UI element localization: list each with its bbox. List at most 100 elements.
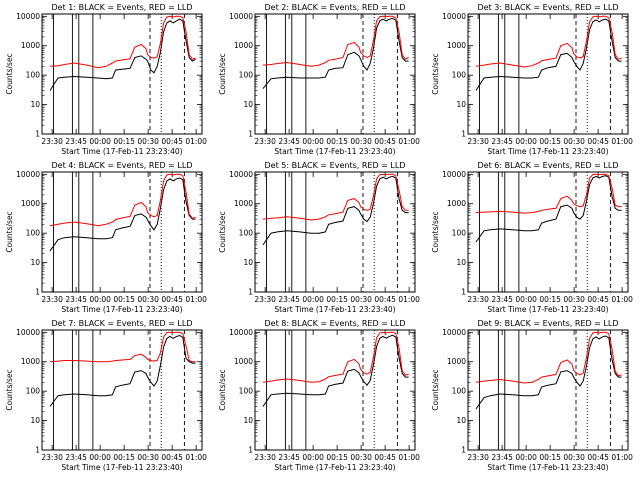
x-tick-label: 00:15 [113,453,135,462]
x-tick-label: 23:30 [254,453,276,462]
chart-title: Det 1: BLACK = Events, RED = LLD [52,3,193,12]
y-tick-label: 10000 [16,328,40,337]
x-tick-label: 01:00 [398,137,420,146]
x-tick-label: 00:45 [374,295,396,304]
x-tick-label: 00:30 [350,295,372,304]
events-series-line [262,175,409,246]
x-tick-label: 23:30 [41,137,63,146]
chart-panel: Det 6: BLACK = Events, RED = LLD Start Ti… [431,161,633,314]
events-series-line [475,175,622,243]
y-tick-label: 1000 [447,41,466,50]
x-tick-label: 00:15 [539,453,561,462]
chart-panel: Det 4: BLACK = Events, RED = LLD Start Ti… [5,161,207,314]
x-tick-label: 23:30 [467,295,489,304]
lld-series-line [262,15,409,67]
events-series-line [262,17,409,89]
y-tick-label: 10 [456,100,466,109]
y-tick-label: 1 [35,446,40,455]
chart-panel: Det 3: BLACK = Events, RED = LLD Start Ti… [431,3,633,156]
y-tick-label: 1000 [21,199,40,208]
x-tick-label: 00:00 [515,453,537,462]
x-tick-label: 23:45 [491,295,513,304]
x-axis-label: Start Time (17-Feb-11 23:23:40) [487,147,608,156]
y-tick-label: 10 [30,258,40,267]
x-tick-label: 00:00 [302,295,324,304]
y-tick-label: 1 [461,446,466,455]
y-tick-label: 1 [461,130,466,139]
x-tick-label: 00:00 [302,453,324,462]
y-tick-label: 10000 [229,12,253,21]
lld-series-line [262,331,409,383]
y-tick-label: 10000 [16,170,40,179]
x-tick-label: 01:00 [611,137,633,146]
chart-title: Det 6: BLACK = Events, RED = LLD [478,161,619,170]
y-axis-label: Counts/sec [5,211,14,252]
x-tick-label: 00:00 [89,137,111,146]
y-axis-label: Counts/sec [431,211,440,252]
y-tick-label: 1000 [447,357,466,366]
y-tick-label: 10 [243,258,253,267]
x-tick-label: 00:45 [374,137,396,146]
x-tick-label: 00:45 [587,295,609,304]
plot-frame [254,171,416,293]
events-series-line [262,334,409,407]
y-tick-label: 1000 [234,41,253,50]
chart-panel: Det 8: BLACK = Events, RED = LLD Start Ti… [218,319,420,472]
x-axis-label: Start Time (17-Feb-11 23:23:40) [487,305,608,314]
events-series-line [49,334,196,407]
y-tick-label: 1000 [21,41,40,50]
lld-series-line [49,331,196,363]
y-tick-label: 1 [248,288,253,297]
events-series-line [49,18,196,91]
x-tick-label: 00:30 [137,295,159,304]
y-tick-label: 10 [243,100,253,109]
chart-title: Det 5: BLACK = Events, RED = LLD [265,161,406,170]
plot-frame [41,13,203,135]
y-tick-label: 100 [452,387,467,396]
x-tick-label: 00:30 [350,137,372,146]
x-tick-label: 00:30 [563,453,585,462]
plot-frame [254,13,416,135]
x-tick-label: 23:45 [491,453,513,462]
x-tick-label: 23:45 [65,453,87,462]
x-tick-label: 00:30 [137,137,159,146]
x-tick-label: 00:30 [563,137,585,146]
y-tick-label: 100 [26,229,41,238]
y-tick-label: 10000 [16,12,40,21]
chart-title: Det 2: BLACK = Events, RED = LLD [265,3,406,12]
y-axis-label: Counts/sec [5,53,14,94]
chart-title: Det 8: BLACK = Events, RED = LLD [265,319,406,328]
y-tick-label: 100 [26,387,41,396]
x-tick-label: 23:45 [65,137,87,146]
chart-title: Det 9: BLACK = Events, RED = LLD [478,319,619,328]
x-tick-label: 23:30 [254,137,276,146]
plot-frame [254,329,416,451]
x-axis-label: Start Time (17-Feb-11 23:23:40) [487,463,608,472]
y-tick-label: 100 [239,71,254,80]
y-tick-label: 10 [30,100,40,109]
chart-panel: Det 9: BLACK = Events, RED = LLD Start Ti… [431,319,633,472]
x-tick-label: 00:15 [113,295,135,304]
x-tick-label: 23:30 [467,453,489,462]
chart-panel: Det 1: BLACK = Events, RED = LLD Start Ti… [5,3,207,156]
x-tick-label: 23:45 [65,295,87,304]
x-tick-label: 23:30 [254,295,276,304]
x-tick-label: 00:45 [587,137,609,146]
x-tick-label: 23:45 [491,137,513,146]
lld-series-line [262,173,409,221]
x-tick-label: 23:30 [41,295,63,304]
chart-panel: Det 2: BLACK = Events, RED = LLD Start Ti… [218,3,420,156]
x-axis-label: Start Time (17-Feb-11 23:23:40) [274,463,395,472]
x-tick-label: 00:00 [515,137,537,146]
y-tick-label: 100 [452,229,467,238]
y-tick-label: 1000 [21,357,40,366]
x-tick-label: 00:30 [137,453,159,462]
x-tick-label: 00:15 [326,453,348,462]
y-tick-label: 1000 [234,357,253,366]
x-tick-label: 01:00 [611,453,633,462]
y-tick-label: 10 [456,416,466,425]
x-tick-label: 23:30 [467,137,489,146]
x-tick-label: 00:00 [89,453,111,462]
x-tick-label: 00:30 [350,453,372,462]
events-series-line [475,18,622,91]
